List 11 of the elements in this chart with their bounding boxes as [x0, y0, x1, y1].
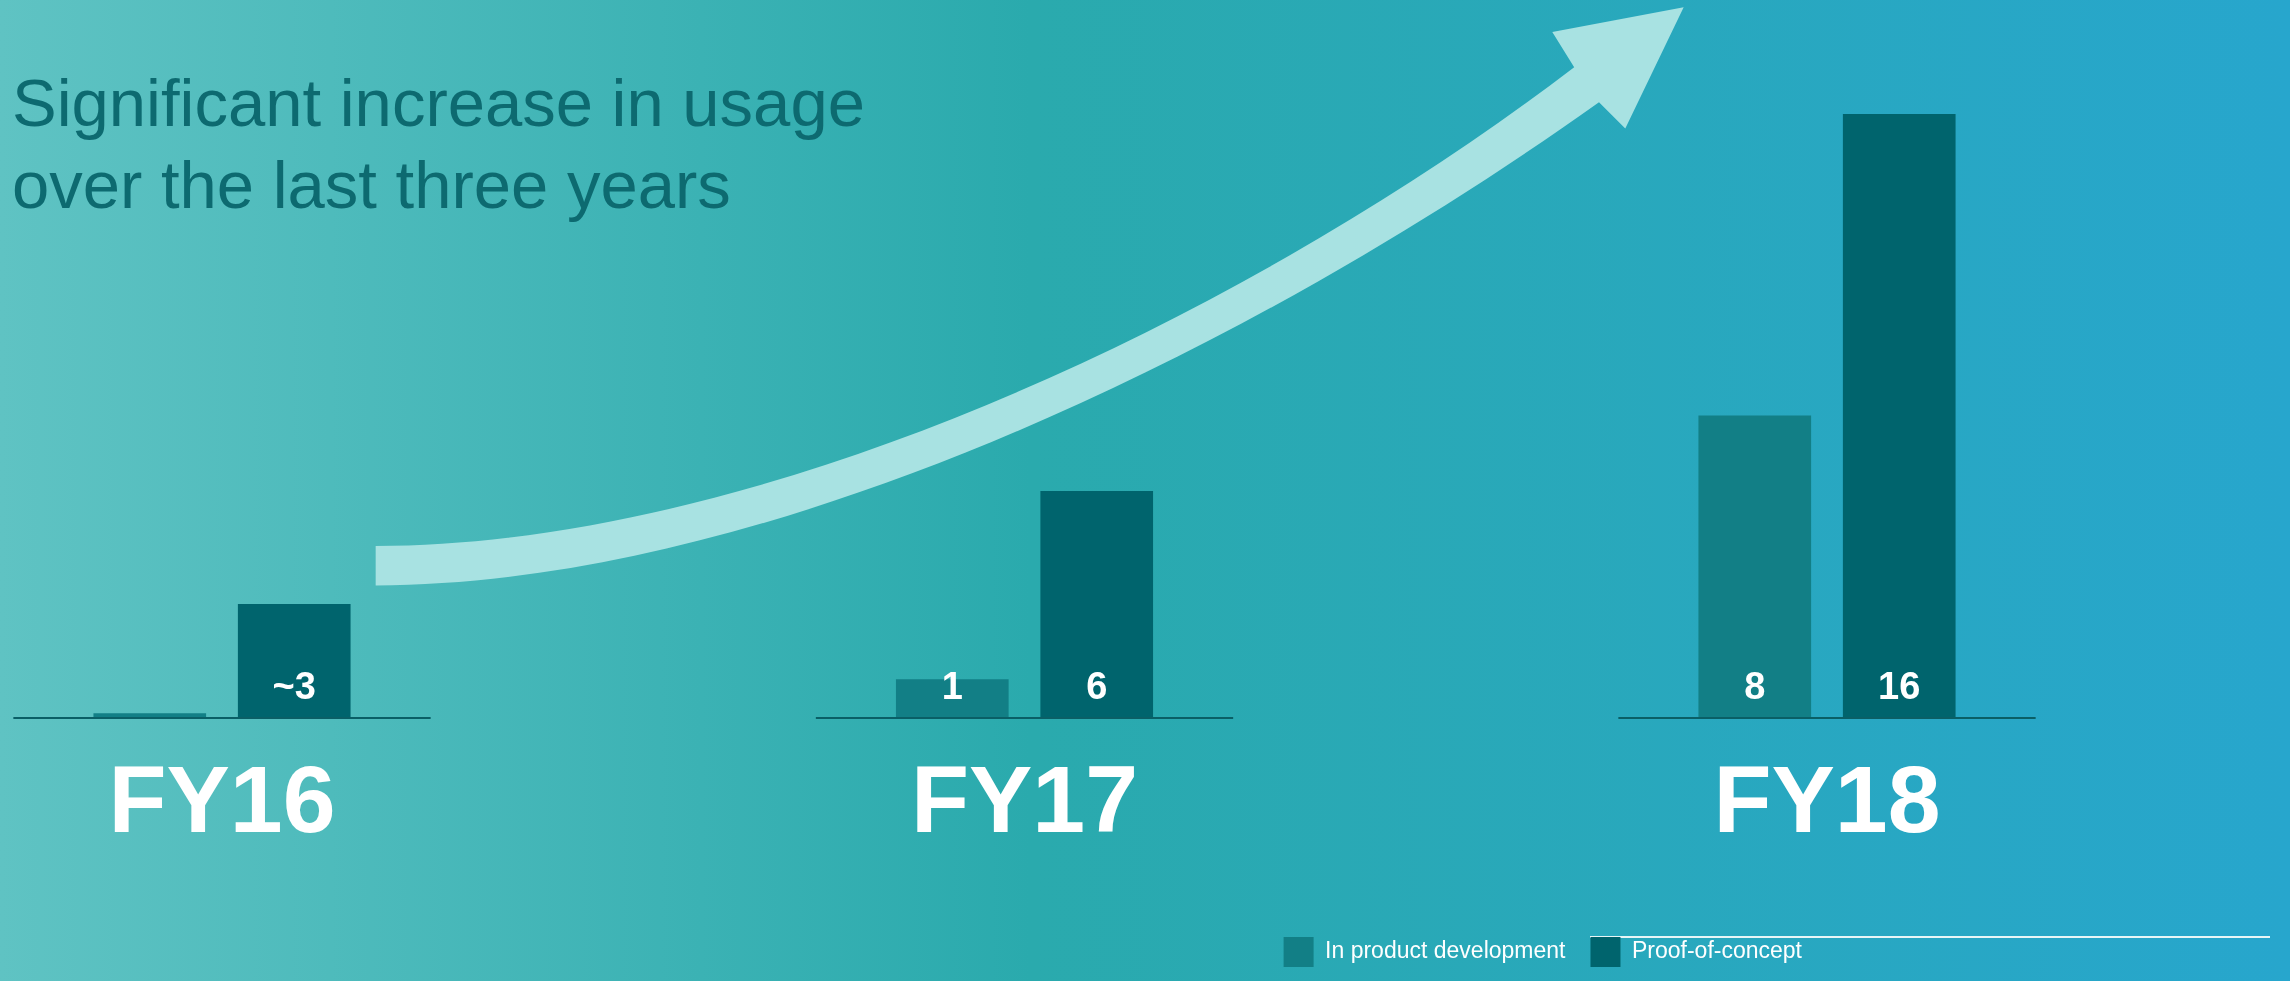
data-label: 16 [1878, 665, 1921, 708]
chart-title: Significant increase in usage over the last three years [12, 64, 865, 224]
x-tick-label: FY18 [1713, 746, 1941, 853]
data-label: ~3 [272, 665, 316, 708]
legend-label: In product development [1325, 937, 1567, 964]
legend-label: Proof-of-concept [1631, 937, 1803, 964]
data-label: 1 [941, 665, 963, 708]
data-label: 8 [1744, 665, 1766, 708]
x-tick-label: FY17 [910, 746, 1139, 853]
data-label: 6 [1086, 665, 1108, 708]
x-tick-label: FY16 [108, 746, 336, 853]
